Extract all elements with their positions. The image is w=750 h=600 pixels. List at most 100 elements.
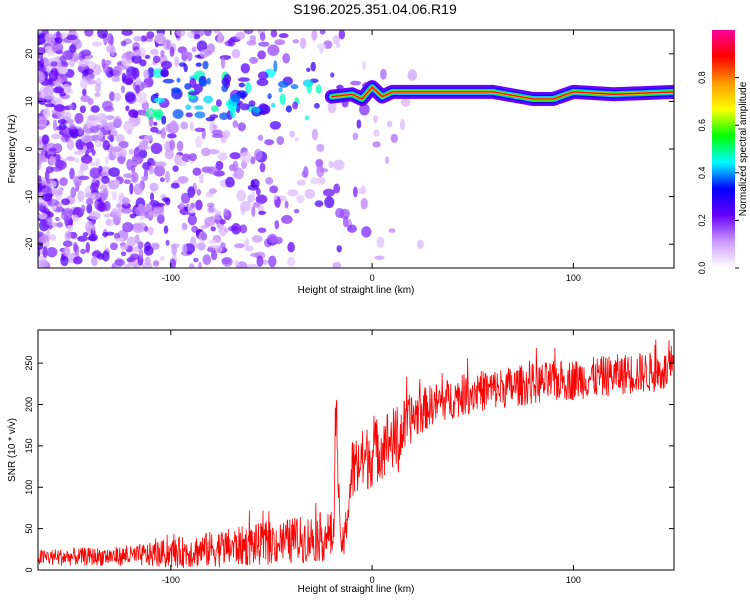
noise-blob <box>89 192 101 201</box>
spectrogram-background <box>38 30 674 268</box>
noise-blob <box>49 155 56 166</box>
noise-blob <box>154 161 167 168</box>
noise-blob <box>124 91 136 103</box>
noise-blob <box>85 79 97 85</box>
noise-blob <box>244 82 252 94</box>
noise-blob <box>184 83 192 90</box>
noise-blob <box>100 166 112 177</box>
noise-blob <box>232 160 239 172</box>
noise-blob <box>192 167 202 176</box>
noise-blob <box>66 139 75 151</box>
noise-blob <box>250 252 261 258</box>
noise-blob <box>292 39 300 44</box>
noise-blob <box>180 192 191 204</box>
snr-frame <box>37 329 675 571</box>
noise-blob <box>154 32 166 45</box>
noise-blob <box>91 149 96 156</box>
noise-blob <box>101 175 110 184</box>
noise-blob <box>181 50 190 56</box>
noise-blob <box>50 61 58 67</box>
noise-blob <box>219 219 226 225</box>
noise-blob <box>328 161 334 169</box>
noise-blob <box>332 262 342 268</box>
noise-blob <box>238 82 245 88</box>
noise-blob <box>356 119 362 129</box>
noise-blob <box>268 255 277 268</box>
snr-x-tick-label: -100 <box>162 575 180 585</box>
noise-blob <box>126 236 136 248</box>
noise-blob <box>191 46 197 53</box>
noise-blob <box>278 33 289 39</box>
noise-blob <box>74 112 84 124</box>
noise-blob <box>138 248 144 259</box>
noise-blob <box>179 202 185 210</box>
noise-blob <box>180 121 189 130</box>
noise-blob <box>215 210 222 216</box>
noise-blob <box>161 115 167 125</box>
noise-blob <box>95 157 100 168</box>
noise-blob <box>101 100 113 111</box>
noise-blob <box>63 214 69 226</box>
colorbar-tick-label: 0.2 <box>697 214 707 227</box>
noise-blob <box>213 30 221 34</box>
noise-blob <box>49 180 57 188</box>
noise-blob <box>111 76 121 82</box>
noise-blob <box>117 208 122 220</box>
noise-blob <box>41 201 48 207</box>
noise-blob <box>255 194 268 204</box>
noise-blob <box>78 175 90 181</box>
noise-blob <box>140 35 148 42</box>
noise-blob <box>130 253 140 260</box>
noise-blob <box>176 77 181 83</box>
colorbar-tick-label: 0.8 <box>697 71 707 84</box>
noise-blob <box>84 30 94 37</box>
noise-blob <box>43 94 55 100</box>
noise-blob <box>225 176 235 188</box>
noise-blob <box>38 162 41 170</box>
noise-blob <box>122 222 134 233</box>
noise-blob <box>160 67 169 78</box>
noise-blob <box>144 211 149 219</box>
noise-blob <box>148 164 154 175</box>
noise-blob <box>87 235 97 241</box>
noise-blob <box>109 219 115 226</box>
noise-blob <box>257 134 264 141</box>
noise-blob <box>90 105 100 113</box>
noise-blob <box>259 162 266 173</box>
noise-blob <box>144 241 152 252</box>
noise-blob <box>205 117 216 122</box>
noise-blob <box>195 135 203 148</box>
noise-blob <box>269 185 279 194</box>
noise-blob <box>90 182 99 193</box>
noise-blob <box>274 220 280 230</box>
noise-blob <box>210 226 216 232</box>
noise-blob <box>56 222 64 228</box>
noise-blob <box>65 156 76 162</box>
noise-blob <box>240 63 250 74</box>
noise-blob <box>58 123 67 131</box>
noise-blob <box>38 33 47 45</box>
noise-blob <box>128 148 134 155</box>
noise-blob <box>96 113 108 124</box>
spectrogram-x-tick-label: 0 <box>370 273 375 283</box>
noise-blob <box>123 120 134 133</box>
noise-blob <box>187 31 195 39</box>
noise-blob <box>221 84 229 93</box>
noise-blob <box>112 65 122 77</box>
spectrogram-x-axis: -100 0 100 <box>162 30 581 283</box>
noise-blob <box>185 104 192 110</box>
noise-blob <box>279 93 286 106</box>
noise-blob <box>59 91 66 97</box>
noise-blob <box>271 102 276 108</box>
noise-blob <box>44 170 50 181</box>
noise-blob <box>73 241 78 254</box>
noise-blob <box>131 67 140 80</box>
noise-blob <box>187 186 196 198</box>
noise-blob <box>376 236 385 248</box>
noise-blob <box>211 129 223 136</box>
noise-blob <box>104 59 112 66</box>
spectrogram-x-tick-label: -100 <box>162 273 180 283</box>
noise-blob <box>324 196 335 209</box>
noise-blob <box>89 126 100 134</box>
colorbar-gradient <box>712 30 735 268</box>
